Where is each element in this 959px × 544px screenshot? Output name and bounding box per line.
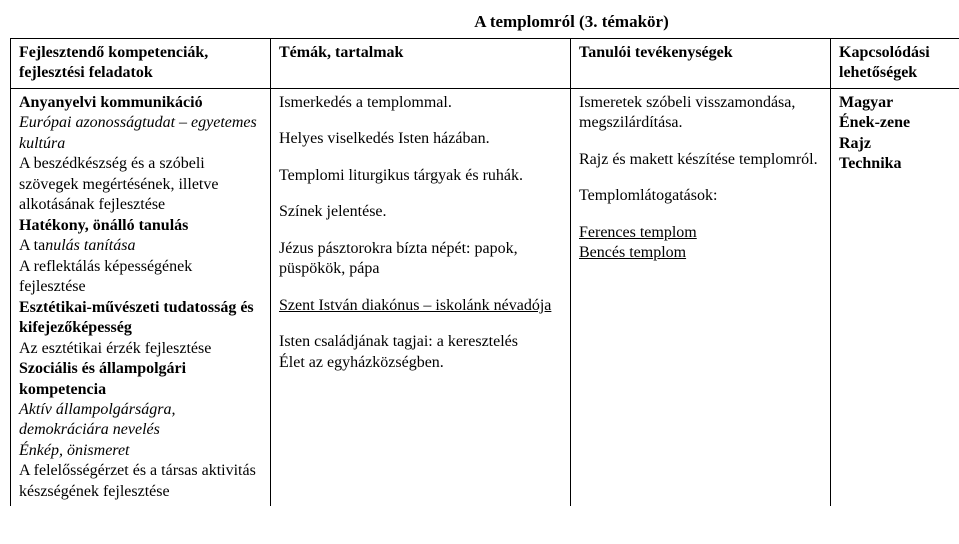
curriculum-table: Fejlesztendő kompetenciák, fejlesztési f… xyxy=(10,38,959,506)
text-frag: nulás tanítása xyxy=(45,237,135,254)
table-row: Anyanyelvi kommunikáció Európai azonossá… xyxy=(11,88,959,506)
topic-line: Szent István diakónus – iskolánk névadój… xyxy=(279,296,562,316)
topic-line: Élet az egyházközségben. xyxy=(279,353,562,373)
topic-line: Helyes viselkedés Isten házában. xyxy=(279,129,562,149)
comp-line: A felelősségérzet és a társas aktivitás … xyxy=(19,461,262,502)
comp-line: Az esztétikai érzék fejlesztése xyxy=(19,339,262,359)
header-connections: Kapcsolódási lehetőségek xyxy=(831,39,959,89)
conn-line: Rajz xyxy=(839,134,952,154)
topic-line: Templomi liturgikus tárgyak és ruhák. xyxy=(279,166,562,186)
spacer xyxy=(279,150,562,166)
header-activities: Tanulói tevékenységek xyxy=(571,39,831,89)
header-topics: Témák, tartalmak xyxy=(271,39,571,89)
conn-line: Ének-zene xyxy=(839,113,952,133)
topic-line: Isten családjának tagjai: a keresztelés xyxy=(279,332,562,352)
header-competencies: Fejlesztendő kompetenciák, fejlesztési f… xyxy=(11,39,271,89)
comp-line: A reflektálás képességének fejlesztése xyxy=(19,257,262,298)
spacer xyxy=(279,113,562,129)
activity-link: Bencés templom xyxy=(579,243,822,263)
cell-topics: Ismerkedés a templommal. Helyes viselked… xyxy=(271,88,571,506)
comp-line: A tanulás tanítása xyxy=(19,236,262,256)
comp-line: Európai azonosságtudat – egyetemes kultú… xyxy=(19,113,262,154)
activity-line: Rajz és makett készítése templomról. xyxy=(579,150,822,170)
topic-line: Színek jelentése. xyxy=(279,202,562,222)
spacer xyxy=(279,316,562,332)
spacer xyxy=(279,223,562,239)
comp-line: A beszédkészség és a szóbeli szövegek me… xyxy=(19,154,262,215)
comp-line: Anyanyelvi kommunikáció xyxy=(19,93,262,113)
comp-line: Hatékony, önálló tanulás xyxy=(19,216,262,236)
spacer xyxy=(579,134,822,150)
spacer xyxy=(579,207,822,223)
comp-line: Szociális és állampolgári kompetencia xyxy=(19,359,262,400)
topic-line: Ismerkedés a templommal. xyxy=(279,93,562,113)
activity-link: Ferences templom xyxy=(579,223,822,243)
comp-line: Énkép, önismeret xyxy=(19,441,262,461)
spacer xyxy=(579,170,822,186)
cell-connections: Magyar Ének-zene Rajz Technika xyxy=(831,88,959,506)
cell-activities: Ismeretek szóbeli visszamondása, megszil… xyxy=(571,88,831,506)
activity-line: Templomlátogatások: xyxy=(579,186,822,206)
text-frag: A ta xyxy=(19,237,45,254)
topic-line: Jézus pásztorokra bízta népét: papok, pü… xyxy=(279,239,562,280)
conn-line: Magyar xyxy=(839,93,952,113)
comp-line: Esztétikai-művészeti tudatosság és kifej… xyxy=(19,298,262,339)
spacer xyxy=(279,280,562,296)
document-page: { "title": "A templomról (3. témakör)", … xyxy=(0,0,959,544)
page-title: A templomról (3. témakör) xyxy=(210,12,933,32)
conn-line: Technika xyxy=(839,154,952,174)
cell-competencies: Anyanyelvi kommunikáció Európai azonossá… xyxy=(11,88,271,506)
spacer xyxy=(279,186,562,202)
activity-line: Ismeretek szóbeli visszamondása, megszil… xyxy=(579,93,822,134)
table-header-row: Fejlesztendő kompetenciák, fejlesztési f… xyxy=(11,39,959,89)
comp-line: Aktív állampolgárságra, demokráciára nev… xyxy=(19,400,262,441)
